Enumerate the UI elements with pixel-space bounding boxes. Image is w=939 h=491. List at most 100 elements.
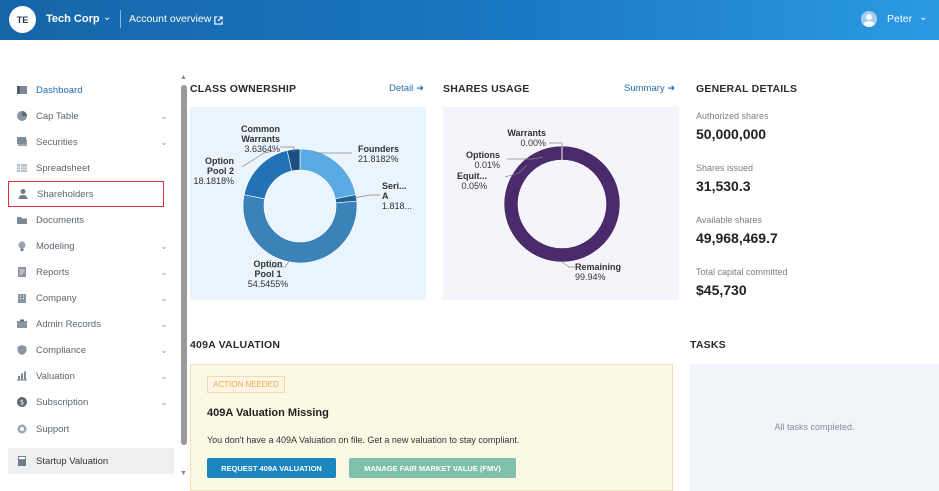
sidebar-item-admin-records[interactable]: Admin Records ⌄ bbox=[8, 312, 174, 336]
chevron-down-icon[interactable]: ⌄ bbox=[160, 266, 168, 277]
slice-value: 0.01% bbox=[474, 160, 500, 170]
shares-usage-donut[interactable] bbox=[443, 107, 679, 300]
support-icon bbox=[16, 423, 28, 435]
chevron-down-icon[interactable]: ⌄ bbox=[160, 240, 168, 251]
class-ownership-slice[interactable] bbox=[286, 148, 301, 172]
sidebar-item-cap-table[interactable]: Cap Table ⌄ bbox=[8, 104, 174, 128]
building-icon bbox=[16, 292, 28, 304]
sidebar-item-modeling[interactable]: Modeling ⌄ bbox=[8, 234, 174, 258]
sidebar-item-label: Startup Valuation bbox=[36, 455, 109, 467]
slice-name: Option bbox=[205, 156, 234, 166]
chevron-down-icon[interactable]: ⌄ bbox=[160, 110, 168, 121]
action-needed-badge: ACTION NEEDED bbox=[207, 376, 285, 393]
class-ownership-title: CLASS OWNERSHIP bbox=[190, 83, 297, 95]
sidebar-item-subscription[interactable]: $ Subscription ⌄ bbox=[8, 390, 174, 414]
scrollbar-thumb[interactable] bbox=[181, 85, 187, 445]
leader-line bbox=[507, 156, 544, 160]
slice-name: Remaining bbox=[575, 262, 622, 272]
leader-line bbox=[353, 194, 380, 199]
org-name[interactable]: Tech Corp bbox=[46, 13, 100, 25]
available-shares-value: 49,968,469.7 bbox=[696, 230, 778, 246]
external-link-icon[interactable] bbox=[214, 12, 223, 30]
pie-chart-icon bbox=[16, 110, 28, 122]
sidebar-item-company[interactable]: Company ⌄ bbox=[8, 286, 174, 310]
chevron-down-icon[interactable]: ⌄ bbox=[160, 318, 168, 329]
sidebar-item-startup-valuation[interactable]: Startup Valuation bbox=[8, 448, 174, 474]
sidebar-item-label: Shareholders bbox=[37, 188, 94, 200]
slice-value: 54.5455% bbox=[247, 279, 289, 289]
spreadsheet-icon bbox=[16, 162, 28, 174]
sidebar-item-support[interactable]: Support bbox=[8, 417, 174, 441]
slice-name: Common bbox=[241, 124, 280, 134]
valuation-alert-card: ACTION NEEDED 409A Valuation Missing You… bbox=[190, 364, 673, 491]
detail-link-label[interactable]: Detail bbox=[389, 83, 414, 94]
total-capital-label: Total capital committed bbox=[696, 267, 788, 277]
org-avatar[interactable]: TE bbox=[9, 6, 36, 33]
remaining-label: Remaining 99.94% bbox=[575, 262, 621, 282]
slice-name: A bbox=[382, 191, 389, 201]
user-name[interactable]: Peter bbox=[887, 13, 913, 25]
dashboard-icon bbox=[16, 84, 28, 96]
sidebar-item-compliance[interactable]: Compliance ⌄ bbox=[8, 338, 174, 362]
summary-link[interactable]: Summary ➜ bbox=[624, 83, 675, 94]
user-avatar[interactable] bbox=[861, 11, 877, 27]
leader-line bbox=[270, 259, 291, 268]
sidebar-item-label: Support bbox=[36, 423, 70, 435]
chevron-down-icon[interactable]: ⌄ bbox=[160, 396, 168, 407]
class-ownership-slice[interactable] bbox=[299, 148, 357, 200]
chevron-down-icon[interactable]: ⌄ bbox=[160, 344, 168, 355]
leader-line bbox=[280, 146, 295, 152]
svg-text:$: $ bbox=[20, 399, 24, 407]
slice-value: 1.818... bbox=[382, 201, 413, 211]
chevron-down-icon[interactable]: ⌄ bbox=[160, 292, 168, 303]
tasks-empty-message: All tasks completed. bbox=[774, 422, 855, 432]
warrants-label: Warrants 0.00% bbox=[476, 128, 546, 148]
general-details-title: GENERAL DETAILS bbox=[696, 83, 798, 95]
shield-icon bbox=[16, 344, 28, 356]
arrow-right-icon[interactable]: ➜ bbox=[415, 83, 424, 94]
shares-usage-slice[interactable] bbox=[503, 145, 621, 263]
class-ownership-donut[interactable] bbox=[190, 107, 426, 300]
slice-value: 3.6364% bbox=[244, 144, 280, 154]
series-a-label: Seri... A 1.818... bbox=[382, 181, 412, 211]
valuation-icon bbox=[16, 370, 28, 382]
valuation-section-title: 409A VALUATION bbox=[190, 339, 281, 351]
slice-value: 0.00% bbox=[520, 138, 546, 148]
sidebar-item-securities[interactable]: Securities ⌄ bbox=[8, 130, 174, 154]
chevron-down-icon[interactable]: ⌄ bbox=[103, 12, 112, 23]
scroll-down-icon[interactable]: ▼ bbox=[180, 470, 187, 477]
securities-icon bbox=[16, 136, 28, 148]
request-409a-button[interactable]: REQUEST 409A VALUATION bbox=[207, 458, 336, 478]
sidebar-item-spreadsheet[interactable]: Spreadsheet bbox=[8, 156, 174, 180]
slice-name: Warrants bbox=[507, 128, 546, 138]
scroll-up-icon[interactable]: ▲ bbox=[180, 74, 187, 81]
common-warrants-label: Common Warrants 3.6364% bbox=[210, 124, 280, 154]
class-ownership-chart-panel bbox=[190, 107, 426, 300]
sidebar-item-dashboard[interactable]: Dashboard bbox=[8, 78, 174, 102]
slice-name: Option bbox=[253, 259, 283, 269]
slice-name: Warrants bbox=[241, 134, 280, 144]
leader-line bbox=[561, 261, 575, 268]
class-ownership-slice[interactable] bbox=[242, 194, 358, 264]
sidebar-item-documents[interactable]: Documents bbox=[8, 208, 174, 232]
reports-icon bbox=[16, 266, 28, 278]
account-overview-link[interactable]: Account overview bbox=[129, 13, 212, 25]
sidebar-item-valuation[interactable]: Valuation ⌄ bbox=[8, 364, 174, 388]
detail-link[interactable]: Detail ➜ bbox=[389, 83, 424, 94]
class-ownership-slice[interactable] bbox=[243, 150, 293, 200]
shares-issued-label: Shares issued bbox=[696, 163, 754, 173]
leader-line bbox=[241, 150, 275, 168]
chevron-down-icon[interactable]: ⌄ bbox=[160, 136, 168, 147]
sidebar-item-label: Company bbox=[36, 292, 77, 304]
sidebar-item-shareholders[interactable]: Shareholders bbox=[8, 181, 164, 207]
chevron-down-icon[interactable]: ⌄ bbox=[919, 12, 928, 23]
person-icon bbox=[17, 188, 29, 200]
summary-link-label[interactable]: Summary bbox=[624, 83, 665, 94]
manage-fmv-button[interactable]: MANAGE FAIR MARKET VALUE (FMV) bbox=[349, 458, 516, 478]
chevron-down-icon[interactable]: ⌄ bbox=[160, 370, 168, 381]
sidebar-scrollbar[interactable]: ▲ ▼ bbox=[180, 40, 188, 491]
sidebar-item-reports[interactable]: Reports ⌄ bbox=[8, 260, 174, 284]
arrow-right-icon[interactable]: ➜ bbox=[667, 83, 676, 94]
sidebar-item-label: Cap Table bbox=[36, 110, 79, 122]
leader-line bbox=[549, 142, 563, 147]
